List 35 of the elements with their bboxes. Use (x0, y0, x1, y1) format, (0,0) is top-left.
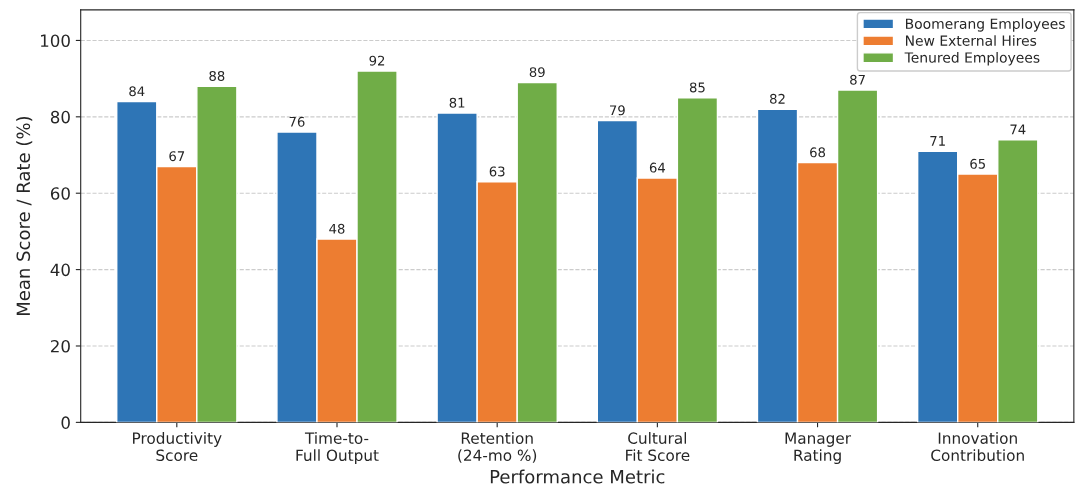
data-label: 82 (770, 93, 785, 104)
x-tick-label: Productivity Score (133, 432, 222, 462)
x-axis-title: Performance Metric (490, 469, 665, 484)
data-label: 48 (329, 223, 345, 234)
y-tick-label: 100 (41, 34, 70, 47)
x-tick-label: Time-to- Full Output (296, 432, 379, 464)
data-label: 65 (970, 158, 985, 169)
data-label: 71 (930, 136, 945, 146)
legend-label: Tenured Employees (904, 52, 1040, 66)
y-tick-label: 20 (50, 339, 70, 353)
data-label: 87 (850, 74, 865, 85)
y-tick-label: 40 (50, 263, 70, 277)
data-label: 74 (1010, 124, 1026, 135)
legend-label: New External Hires (906, 35, 1037, 46)
x-tick-label: Retention (24-mo %) (458, 432, 537, 463)
data-label: 76 (289, 116, 305, 127)
data-label: 81 (449, 97, 465, 108)
data-label: 89 (529, 67, 545, 78)
legend-label: Boomerang Employees (906, 18, 1065, 32)
y-tick-label: 80 (50, 110, 70, 124)
x-tick-label: Innovation Contribution (931, 432, 1024, 462)
y-axis-title: Mean Score / Rate (%) (16, 116, 33, 316)
data-label: 79 (610, 105, 625, 116)
data-label: 64 (649, 162, 666, 173)
data-label: 68 (810, 147, 826, 158)
data-label: 63 (489, 166, 505, 177)
data-label: 85 (689, 82, 705, 93)
data-label: 84 (129, 86, 145, 97)
y-tick-label: 60 (50, 187, 70, 200)
x-tick-label: Cultural Fit Score (626, 432, 690, 462)
data-label: 92 (369, 55, 385, 66)
data-label: 88 (209, 70, 225, 81)
y-tick-label: 0 (61, 416, 70, 429)
x-tick-label: Manager Rating (785, 432, 852, 464)
data-label: 67 (169, 151, 185, 162)
